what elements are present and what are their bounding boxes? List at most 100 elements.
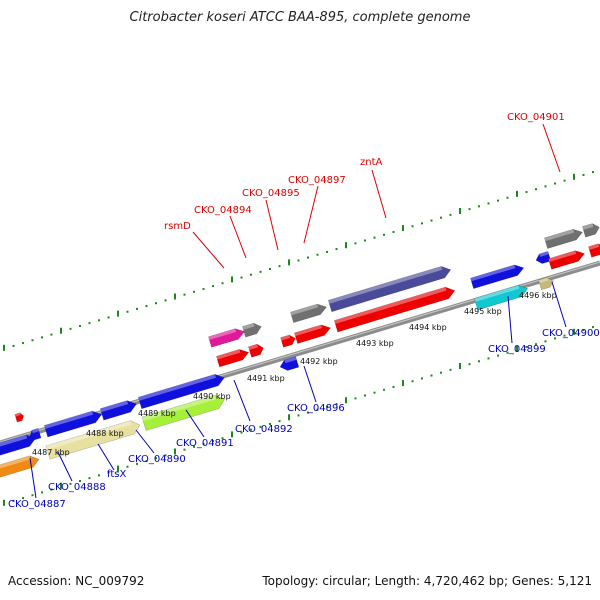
gene-shape bbox=[141, 394, 225, 431]
gene-label-bottom[interactable]: CKO_04891 bbox=[176, 438, 234, 449]
gene-label-top[interactable]: rsmD bbox=[164, 221, 191, 232]
gene-shape bbox=[14, 412, 25, 423]
tick-dot bbox=[193, 290, 195, 293]
gene-highlight bbox=[0, 434, 28, 453]
tick-dot bbox=[164, 299, 167, 302]
gene-shape bbox=[333, 286, 456, 333]
tick-dot bbox=[240, 431, 243, 434]
tick-dot bbox=[50, 333, 53, 336]
gene-arrow bbox=[248, 343, 264, 358]
gene-shape bbox=[0, 455, 40, 487]
tick-dot bbox=[326, 405, 328, 408]
gene-arrow bbox=[290, 303, 327, 324]
gene-highlight bbox=[334, 287, 447, 324]
gene-label-bottom[interactable]: CKO_04899 bbox=[488, 344, 546, 355]
tick-dot bbox=[326, 250, 328, 253]
gene-label-top[interactable]: CKO_04901 bbox=[507, 112, 565, 123]
tick-dot bbox=[88, 477, 91, 480]
gene-label-bottom[interactable]: CKO_04896 bbox=[287, 403, 345, 414]
gene-shape bbox=[216, 349, 250, 368]
gene-arrow bbox=[242, 322, 262, 338]
gene-shape bbox=[208, 328, 245, 348]
kbp-label: 4490 kbp bbox=[193, 392, 231, 401]
gene-arrow bbox=[99, 400, 137, 421]
tick-dot bbox=[259, 425, 262, 428]
gene-highlight bbox=[248, 344, 259, 350]
tick-dot bbox=[269, 423, 271, 425]
gene-arrow bbox=[279, 356, 300, 371]
tick-dot bbox=[193, 445, 195, 448]
tick-dot bbox=[31, 339, 34, 342]
leader-line-top bbox=[265, 199, 279, 251]
gene-highlight bbox=[539, 251, 549, 257]
gene-shape bbox=[29, 427, 42, 441]
gene-label-bottom[interactable]: CKO_04900 bbox=[542, 328, 600, 339]
kbp-label: 4494 kbp bbox=[409, 323, 447, 332]
gene-arrow bbox=[333, 286, 456, 333]
gene-arrow bbox=[588, 243, 600, 258]
leader-line-bottom bbox=[551, 281, 567, 328]
tick-dot bbox=[478, 360, 480, 363]
tick-dot bbox=[126, 310, 129, 313]
tick-dot bbox=[449, 368, 452, 371]
kbp-label: 4496 kbp bbox=[519, 291, 557, 300]
gene-highlight bbox=[588, 243, 600, 250]
gene-arrow bbox=[45, 420, 141, 460]
tick-dot bbox=[316, 408, 319, 411]
gene-label-top[interactable]: CKO_04897 bbox=[288, 175, 346, 186]
tick-dot bbox=[468, 363, 471, 366]
tick-dot bbox=[155, 302, 157, 305]
gene-label-top[interactable]: CKO_04894 bbox=[194, 205, 252, 216]
tick-dot bbox=[164, 454, 167, 457]
tick-dot bbox=[12, 499, 15, 502]
gene-shape bbox=[548, 250, 585, 270]
tick-dot bbox=[221, 282, 224, 285]
tick-dot bbox=[421, 222, 423, 225]
gene-label-bottom[interactable]: ftsX bbox=[107, 469, 126, 480]
tick-dot bbox=[12, 344, 15, 347]
tick-dot bbox=[41, 491, 43, 494]
gene-shape bbox=[582, 223, 600, 238]
gene-shape bbox=[0, 434, 37, 462]
gene-shape bbox=[279, 356, 300, 371]
tick-dot bbox=[525, 346, 528, 349]
tick-dot bbox=[582, 173, 585, 176]
accession-text: Accession: NC_009792 bbox=[8, 574, 145, 588]
gene-label-bottom[interactable]: CKO_04888 bbox=[48, 482, 106, 493]
gene-label-top[interactable]: CKO_04895 bbox=[242, 188, 300, 199]
gene-label-bottom[interactable]: CKO_04887 bbox=[8, 499, 66, 510]
leader-line-bottom bbox=[233, 379, 251, 422]
gene-shape bbox=[280, 334, 296, 348]
tick-dot bbox=[506, 196, 509, 199]
gene-label-bottom[interactable]: CKO_04890 bbox=[128, 454, 186, 465]
tick-dot bbox=[535, 188, 537, 191]
tick-dot bbox=[221, 437, 224, 440]
tick-dot bbox=[563, 334, 566, 337]
gene-arrow bbox=[216, 349, 250, 368]
gene-highlight bbox=[328, 266, 443, 304]
gene-label-top[interactable]: zntA bbox=[360, 157, 383, 168]
tick-dot bbox=[582, 328, 585, 331]
gene-highlight bbox=[14, 412, 21, 417]
gene-arrow bbox=[29, 427, 42, 441]
tick-dot bbox=[297, 259, 300, 262]
gene-arrow bbox=[14, 412, 25, 423]
gene-highlight bbox=[45, 420, 132, 450]
tick-dot bbox=[373, 236, 376, 239]
tick-dot bbox=[544, 185, 547, 188]
leader-line-bottom bbox=[57, 451, 73, 482]
tick-dot bbox=[278, 265, 281, 268]
gene-shape bbox=[242, 322, 262, 338]
gene-shape bbox=[45, 420, 141, 460]
gene-highlight bbox=[474, 285, 520, 302]
leader-line-top bbox=[229, 215, 247, 259]
tick-dot bbox=[383, 388, 385, 391]
gene-label-bottom[interactable]: CKO_04892 bbox=[235, 424, 293, 435]
tick-dot bbox=[392, 230, 395, 233]
leader-line-top bbox=[303, 185, 319, 244]
kbp-label: 4489 kbp bbox=[138, 409, 176, 418]
tick-dot bbox=[487, 202, 490, 205]
gene-arrow bbox=[0, 434, 37, 462]
tick-dots bbox=[3, 171, 594, 506]
